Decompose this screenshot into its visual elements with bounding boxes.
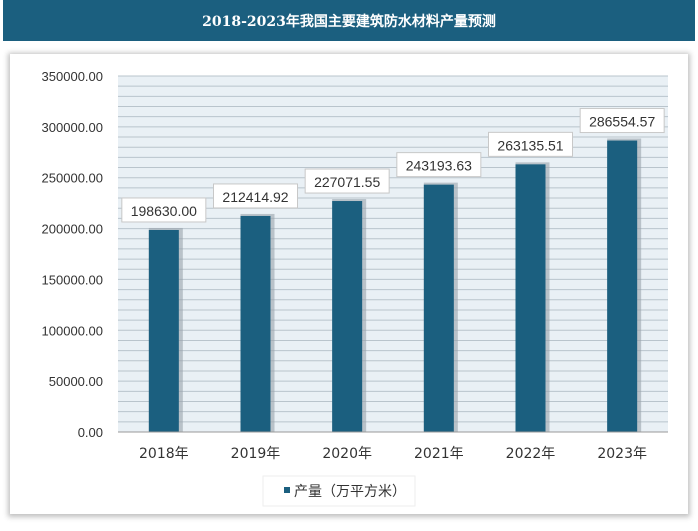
bar — [423, 184, 454, 432]
data-label: 286554.57 — [589, 114, 655, 130]
chart-title: 2018-2023年我国主要建筑防水材料产量预测 — [3, 0, 695, 41]
bar — [240, 215, 271, 432]
data-label: 243193.63 — [406, 158, 472, 174]
legend-swatch — [284, 487, 290, 493]
x-tick-label: 2018年 — [139, 446, 189, 462]
data-label: 212414.92 — [222, 189, 288, 205]
data-label-box — [213, 183, 298, 209]
data-label: 198630.00 — [131, 203, 197, 219]
x-tick-label: 2021年 — [414, 446, 464, 462]
data-label-box — [121, 197, 207, 223]
legend-label: 产量（万平方米） — [294, 484, 406, 500]
data-label-box — [396, 152, 482, 178]
data-label: 227071.55 — [314, 174, 380, 190]
plot-area — [118, 76, 668, 432]
data-label-box — [304, 168, 390, 194]
y-tick-label: 50000.00 — [49, 374, 103, 389]
y-tick-label: 350000.00 — [42, 69, 103, 84]
bar — [332, 201, 363, 432]
y-tick-label: 250000.00 — [42, 171, 103, 186]
bar — [607, 140, 638, 432]
y-tick-label: 0.00 — [78, 425, 103, 440]
data-label-box — [579, 108, 665, 134]
y-tick-label: 300000.00 — [42, 120, 103, 135]
data-label: 263135.51 — [497, 137, 563, 153]
bar — [148, 229, 179, 432]
y-tick-label: 200000.00 — [42, 222, 103, 237]
x-tick-label: 2022年 — [506, 446, 556, 462]
data-label-box — [488, 131, 573, 157]
x-tick-label: 2019年 — [231, 446, 281, 462]
y-tick-label: 150000.00 — [42, 272, 103, 287]
x-tick-label: 2020年 — [322, 446, 372, 462]
x-tick-label: 2023年 — [597, 446, 647, 462]
y-tick-label: 100000.00 — [42, 323, 103, 338]
bar — [515, 164, 546, 433]
